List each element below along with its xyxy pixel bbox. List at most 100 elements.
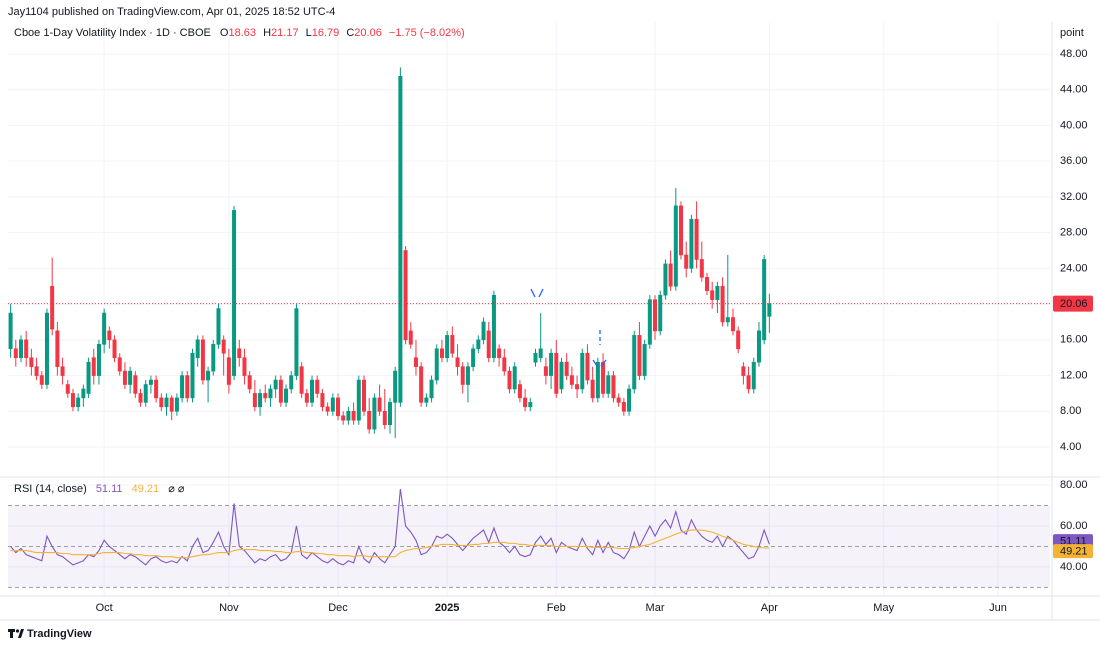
candle-body xyxy=(403,250,408,341)
candle-body xyxy=(325,406,330,412)
candle-body xyxy=(341,415,346,421)
rsi-line xyxy=(10,489,770,566)
y-tick-label: 80.00 xyxy=(1060,479,1088,491)
candle-body xyxy=(211,344,216,372)
candle-body xyxy=(502,357,507,372)
candle-body xyxy=(590,379,595,399)
candle-body xyxy=(81,388,86,399)
y-tick-label: 4.00 xyxy=(1060,441,1081,453)
candle-body xyxy=(221,339,226,354)
candle-body xyxy=(601,361,606,394)
drawing-stroke xyxy=(600,359,607,367)
x-tick-label: Jun xyxy=(989,602,1007,614)
candle-body xyxy=(746,375,751,390)
candle-body xyxy=(606,375,611,394)
candle-body xyxy=(29,357,34,367)
candle-body xyxy=(507,370,512,390)
candle-body xyxy=(434,348,439,381)
candle-body xyxy=(684,254,689,269)
candle-body xyxy=(679,205,684,256)
ohlc-label: L xyxy=(306,27,312,39)
candle-body xyxy=(330,397,335,412)
y-tick-label: 8.00 xyxy=(1060,405,1081,417)
candle-body xyxy=(538,348,543,359)
candle-body xyxy=(367,411,372,430)
candle-body xyxy=(694,218,699,260)
candle-body xyxy=(315,379,320,394)
candle-body xyxy=(751,361,756,390)
candle-body xyxy=(76,397,81,408)
candle-body xyxy=(50,285,55,330)
candle-body xyxy=(372,397,377,430)
plot-layer xyxy=(8,67,1050,566)
candle-body xyxy=(190,352,195,399)
candle-body xyxy=(528,402,533,408)
candle-body xyxy=(289,375,294,390)
candle-body xyxy=(627,388,632,412)
candle-body xyxy=(460,366,465,385)
candle-body xyxy=(653,299,658,332)
rsi-value: 51.11 xyxy=(96,483,123,495)
candle-body xyxy=(122,370,127,385)
candle-body xyxy=(533,352,538,363)
y-tick-label: 12.00 xyxy=(1060,369,1088,381)
candle-body xyxy=(268,388,273,399)
candle-body xyxy=(143,384,148,403)
candle-body xyxy=(715,285,720,300)
change-value: −1.75 (−8.02%) xyxy=(389,27,465,39)
candle-body xyxy=(663,263,668,296)
candle-body xyxy=(361,379,366,412)
candle-body xyxy=(39,375,44,385)
symbol-title: Cboe 1-Day Volatility Index · 1D · CBOE xyxy=(14,27,211,39)
y-tick-label: 24.00 xyxy=(1060,262,1088,274)
candle-body xyxy=(517,384,522,399)
candle-body xyxy=(429,379,434,399)
y-tick-label: 48.00 xyxy=(1060,48,1088,60)
candle-body xyxy=(497,348,502,359)
last-price-box xyxy=(1053,295,1093,312)
candle-body xyxy=(237,348,242,359)
candle-body xyxy=(424,397,429,403)
candle-body xyxy=(762,259,767,341)
candle-body xyxy=(164,397,169,408)
candle-body xyxy=(159,397,164,408)
candle-body xyxy=(720,285,725,323)
candle-body xyxy=(216,308,221,345)
candle-body xyxy=(206,370,211,381)
candle-body xyxy=(65,384,70,394)
candle-body xyxy=(668,263,673,287)
drawing-stroke xyxy=(592,359,598,367)
rsi-ma-value: 49.21 xyxy=(132,483,160,495)
candle-body xyxy=(263,393,268,399)
candle-body xyxy=(523,397,528,408)
candle-body xyxy=(658,294,663,332)
candle-body xyxy=(185,375,190,399)
x-tick-label: Feb xyxy=(547,602,566,614)
logo-part xyxy=(15,629,20,633)
candle-body xyxy=(621,402,626,412)
y-tick-label: 28.00 xyxy=(1060,227,1088,239)
candle-body xyxy=(616,397,621,403)
candle-body xyxy=(174,397,179,412)
candle-body xyxy=(408,330,413,345)
rsi-title: RSI (14, close) xyxy=(14,483,87,495)
candle-body xyxy=(564,361,569,376)
candle-body xyxy=(704,277,709,292)
candle-body xyxy=(242,357,247,376)
logo-part xyxy=(18,629,24,638)
candle-body xyxy=(569,375,574,385)
ohlc-label: O xyxy=(220,27,229,39)
candle-body xyxy=(18,339,23,359)
candle-body xyxy=(559,361,564,390)
candle-body xyxy=(70,393,75,408)
hide-icon[interactable]: ⌀ ⌀ xyxy=(168,483,185,495)
candle-body xyxy=(580,352,585,390)
drawing-stroke xyxy=(530,288,536,298)
footer-logo xyxy=(8,629,24,638)
candle-body xyxy=(112,339,117,359)
candle-body xyxy=(195,339,200,359)
candle-body xyxy=(710,290,715,300)
candle-body xyxy=(595,361,600,399)
rsi-value-label: 49.21 xyxy=(1060,545,1088,557)
candle-body xyxy=(294,308,299,376)
